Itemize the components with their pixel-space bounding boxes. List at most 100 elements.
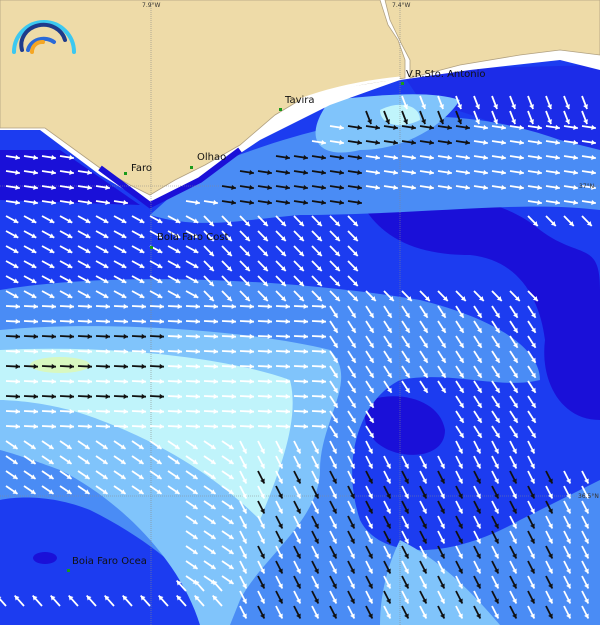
current-arrow-head bbox=[228, 474, 234, 479]
current-arrow-head bbox=[192, 534, 198, 539]
current-arrow-head bbox=[123, 423, 128, 430]
current-arrow-head bbox=[423, 387, 428, 393]
current-arrow-head bbox=[513, 402, 518, 408]
current-arrow-head bbox=[260, 553, 265, 559]
current-arrow-head bbox=[316, 221, 322, 227]
current-arrow-head bbox=[584, 523, 589, 529]
current-arrow-head bbox=[405, 312, 410, 318]
current-arrow-head bbox=[333, 372, 338, 378]
current-arrow-head bbox=[477, 372, 482, 378]
logo-arcs-icon bbox=[12, 20, 76, 54]
current-arrow-head bbox=[483, 184, 488, 191]
current-arrow-head bbox=[51, 154, 56, 161]
current-arrow-head bbox=[332, 448, 337, 454]
current-arrow-head bbox=[530, 553, 535, 559]
current-arrow-head bbox=[267, 318, 272, 325]
current-arrow-head bbox=[447, 184, 452, 191]
current-arrow-head bbox=[393, 184, 398, 191]
current-arrow-head bbox=[280, 251, 286, 257]
current-arrow-head bbox=[69, 169, 74, 176]
current-arrow-head bbox=[422, 613, 427, 619]
current-arrow-head bbox=[87, 363, 92, 370]
current-arrow-head bbox=[404, 523, 409, 529]
current-arrow-head bbox=[511, 104, 516, 110]
current-arrow-head bbox=[501, 124, 506, 131]
current-arrow-head bbox=[512, 523, 517, 529]
current-arrow-head bbox=[157, 293, 163, 298]
current-arrow-head bbox=[102, 444, 108, 449]
current-arrow-head bbox=[441, 327, 446, 333]
current-arrow-head bbox=[459, 387, 464, 393]
current-arrow-head bbox=[157, 263, 163, 268]
current-arrow-head bbox=[369, 312, 374, 318]
current-arrow-head bbox=[591, 199, 596, 206]
current-arrow-head bbox=[566, 553, 571, 559]
current-arrow-head bbox=[555, 184, 560, 191]
current-arrow-head bbox=[584, 613, 589, 619]
current-arrow-head bbox=[212, 580, 218, 586]
current-arrow-head bbox=[175, 278, 181, 283]
current-arrow-head bbox=[332, 598, 337, 604]
current-arrow-head bbox=[33, 393, 38, 400]
current-arrow-head bbox=[555, 199, 560, 206]
current-arrow-head bbox=[174, 444, 180, 449]
ocean-deep-zones bbox=[0, 65, 600, 564]
current-arrow-head bbox=[12, 444, 18, 449]
current-arrow-head bbox=[249, 169, 254, 176]
current-arrow-head bbox=[357, 169, 362, 176]
current-arrow-head bbox=[278, 478, 283, 484]
current-arrow-head bbox=[465, 139, 470, 146]
current-arrow-head bbox=[123, 363, 128, 370]
current-arrow-head bbox=[177, 393, 182, 400]
current-arrow-head bbox=[141, 348, 146, 355]
current-arrow-head bbox=[386, 538, 391, 544]
current-arrow-head bbox=[102, 474, 108, 479]
current-arrow-head bbox=[87, 348, 92, 355]
current-arrow-head bbox=[314, 583, 319, 589]
current-arrow-head bbox=[158, 595, 164, 601]
current-arrow-head bbox=[51, 199, 56, 206]
current-arrow-head bbox=[495, 387, 500, 393]
current-arrow-head bbox=[375, 139, 380, 146]
current-arrow-head bbox=[375, 169, 380, 176]
current-arrow-head bbox=[139, 293, 145, 298]
current-arrow-head bbox=[393, 154, 398, 161]
current-arrow-head bbox=[69, 303, 74, 310]
current-arrow-head bbox=[537, 199, 542, 206]
current-arrow-head bbox=[411, 154, 416, 161]
current-arrow-head bbox=[242, 613, 247, 619]
current-arrow-head bbox=[555, 154, 560, 161]
current-arrow-head bbox=[422, 568, 427, 574]
current-arrow-head bbox=[566, 613, 571, 619]
current-arrow-head bbox=[393, 139, 398, 146]
current-arrow-head bbox=[458, 508, 463, 514]
current-arrow-head bbox=[159, 318, 164, 325]
current-arrow-head bbox=[530, 583, 535, 589]
current-arrow-head bbox=[141, 378, 146, 385]
current-arrow-head bbox=[321, 154, 326, 161]
current-arrow-head bbox=[280, 266, 286, 272]
current-arrow-head bbox=[244, 281, 250, 287]
current-arrow-head bbox=[369, 387, 374, 393]
current-arrow-head bbox=[51, 303, 56, 310]
current-arrow-head bbox=[375, 124, 380, 131]
current-arrow-head bbox=[458, 463, 463, 469]
current-arrow-head bbox=[103, 218, 109, 223]
current-arrow-head bbox=[192, 459, 198, 464]
current-arrow-head bbox=[512, 493, 517, 499]
current-arrow-head bbox=[495, 327, 500, 333]
current-arrow-icon bbox=[0, 597, 7, 607]
current-arrow-head bbox=[208, 281, 214, 287]
current-arrow-head bbox=[333, 432, 338, 438]
current-arrow-head bbox=[192, 519, 198, 524]
current-arrow-head bbox=[439, 119, 444, 125]
current-arrow-head bbox=[296, 523, 301, 529]
current-arrow-head bbox=[375, 154, 380, 161]
current-arrow-head bbox=[321, 333, 326, 340]
current-arrow-head bbox=[49, 278, 55, 283]
current-arrow-head bbox=[334, 251, 340, 257]
current-arrow-head bbox=[591, 124, 596, 131]
current-arrow-head bbox=[441, 372, 446, 378]
current-arrow-head bbox=[31, 218, 37, 223]
